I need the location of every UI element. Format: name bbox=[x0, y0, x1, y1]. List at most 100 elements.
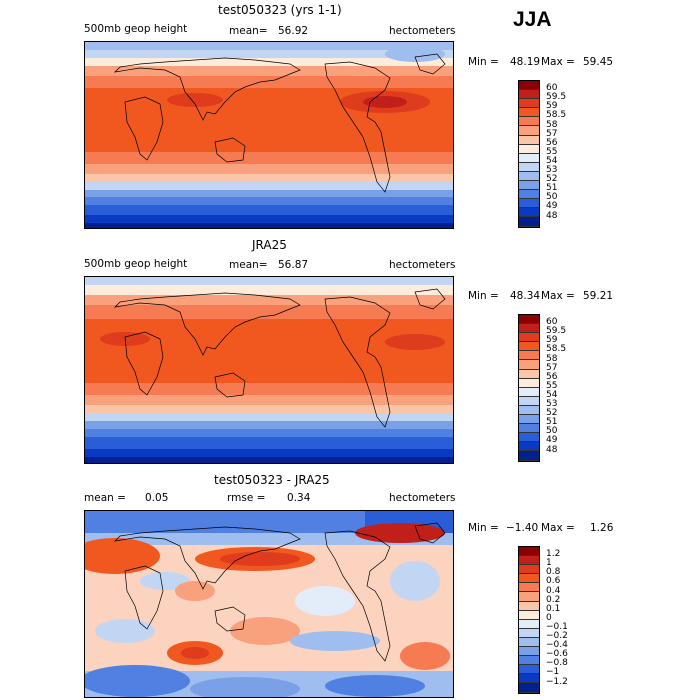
panel-1-colorbar-label: 52 bbox=[546, 174, 558, 185]
panel-1-colorbar-label: 57 bbox=[546, 128, 558, 139]
panel-1-colorbar-swatch bbox=[519, 199, 539, 209]
panel-2-colorbar-label: 52 bbox=[546, 408, 558, 419]
panel-3-colorbar-swatch bbox=[519, 619, 539, 629]
panel-3-mean-value: 0.05 bbox=[145, 492, 169, 504]
panel-3-colorbar-label: −1.2 bbox=[546, 676, 568, 687]
panel-1-colorbar-label: 55 bbox=[546, 146, 558, 157]
panel-2-colorbar-swatch bbox=[519, 315, 539, 325]
panel-3-colorbar-swatch bbox=[519, 647, 539, 657]
panel-2-colorbar-label: 58 bbox=[546, 353, 558, 364]
panel-2-colorbar-swatch bbox=[519, 324, 539, 334]
panel-1-colorbar-label: 59 bbox=[546, 101, 558, 112]
panel-2-colorbar-label: 59 bbox=[546, 335, 558, 346]
panel-3-colorbar-swatch bbox=[519, 547, 539, 557]
panel-3-colorbar-label: 0.4 bbox=[546, 585, 561, 596]
panel-1-max-label: Max = bbox=[541, 56, 575, 68]
panel-2-min-label: Min = bbox=[468, 290, 499, 302]
panel-3-colorbar-label: 1 bbox=[546, 558, 552, 569]
panel-1-colorbar-label: 50 bbox=[546, 192, 558, 203]
panel-2-colorbar-swatch bbox=[519, 415, 539, 425]
panel-3-rmse-value: 0.34 bbox=[287, 492, 311, 504]
panel-3-colorbar-swatch bbox=[519, 592, 539, 602]
panel-2-colorbar-label: 58.5 bbox=[546, 344, 567, 355]
panel-1-max-value: 59.45 bbox=[583, 56, 614, 68]
panel-2-colorbar-label: 51 bbox=[546, 417, 558, 428]
panel-1-colorbar-swatch bbox=[519, 208, 539, 218]
panel-1-colorbar-swatch bbox=[519, 144, 539, 154]
panel-3-colorbar-label: 0.1 bbox=[546, 603, 561, 614]
panel-1-colorbar-swatch bbox=[519, 217, 539, 227]
panel-1-colorbar-label: 60 bbox=[546, 83, 558, 94]
panel-2-colorbar-swatch bbox=[519, 333, 539, 343]
panel-1-colorbar-swatch bbox=[519, 117, 539, 127]
panel-3-mean-label: mean = bbox=[84, 492, 126, 504]
panel-1-map bbox=[84, 41, 454, 229]
panel-2-colorbar-label: 60 bbox=[546, 317, 558, 328]
panel-1-variable-label: 500mb geop height bbox=[84, 23, 188, 35]
panel-2-max-value: 59.21 bbox=[583, 290, 614, 302]
panel-3-colorbar-swatch bbox=[519, 637, 539, 648]
panel-1-colorbar-swatch bbox=[519, 181, 539, 191]
panel-1-colorbar-swatch bbox=[519, 126, 539, 136]
panel-1-colorbar-swatch bbox=[519, 162, 539, 172]
panel-2-map bbox=[84, 276, 454, 464]
panel-3-min-label: Min = bbox=[468, 522, 499, 534]
panel-2-colorbar-label: 56 bbox=[546, 371, 558, 382]
panel-1-mean-value: 56.92 bbox=[278, 25, 309, 37]
panel-2-colorbar-swatch bbox=[519, 378, 539, 388]
panel-2-colorbar-label: 49 bbox=[546, 435, 558, 446]
panel-3-colorbar-label: −0.1 bbox=[546, 621, 568, 632]
panel-1-colorbar-label: 54 bbox=[546, 155, 558, 166]
panel-3-colorbar bbox=[518, 546, 540, 694]
panel-3-colorbar-swatch bbox=[519, 574, 539, 584]
panel-3-colorbar-swatch bbox=[519, 628, 539, 638]
panel-1-mean-label: mean= bbox=[229, 25, 268, 37]
panel-3-colorbar-swatch bbox=[519, 683, 539, 693]
panel-3-colorbar-label: −0.8 bbox=[546, 658, 568, 669]
panel-2-mean-label: mean= bbox=[229, 259, 268, 271]
panel-1-colorbar-label: 58.5 bbox=[546, 110, 567, 121]
panel-1-colorbar-label: 53 bbox=[546, 165, 558, 175]
panel-3-min-value: −1.40 bbox=[506, 522, 539, 534]
panel-3-colorbar-swatch bbox=[519, 583, 539, 593]
panel-3-colorbar-label: 1.2 bbox=[546, 549, 561, 560]
panel-1-colorbar-label: 48 bbox=[546, 210, 558, 221]
panel-3-colorbar-label: −1 bbox=[546, 667, 560, 678]
panel-1-colorbar-label: 56 bbox=[546, 137, 558, 148]
panel-3-colorbar-swatch bbox=[519, 610, 539, 620]
panel-3-map bbox=[84, 510, 454, 698]
panel-3-colorbar-swatch bbox=[519, 556, 539, 566]
panel-2-colorbar-swatch bbox=[519, 369, 539, 379]
panel-1-colorbar-swatch bbox=[519, 81, 539, 91]
panel-2-colorbar-swatch bbox=[519, 387, 539, 397]
panel-2-colorbar-swatch bbox=[519, 396, 539, 406]
panel-3-colorbar-swatch bbox=[519, 665, 539, 675]
panel-2-colorbar-swatch bbox=[519, 442, 539, 452]
panel-2-colorbar-label: 59.5 bbox=[546, 326, 567, 337]
panel-2-mean-value: 56.87 bbox=[278, 259, 309, 271]
panel-2-colorbar-swatch bbox=[519, 433, 539, 443]
panel-3-colorbar-swatch bbox=[519, 565, 539, 575]
season-label: JJA bbox=[513, 8, 552, 31]
panel-2-colorbar-swatch bbox=[519, 351, 539, 361]
panel-1-colorbar-swatch bbox=[519, 135, 539, 145]
panel-1-units: hectometers bbox=[389, 25, 456, 37]
panel-2-colorbar-swatch bbox=[519, 424, 539, 434]
panel-2-colorbar-label: 57 bbox=[546, 362, 558, 373]
panel-2-colorbar-label: 48 bbox=[546, 444, 558, 455]
panel-1-colorbar-label: 49 bbox=[546, 201, 558, 212]
panel-1-min-label: Min = bbox=[468, 56, 499, 68]
panel-1-title: test050323 (yrs 1-1) bbox=[218, 3, 342, 17]
panel-3-colorbar-swatch bbox=[519, 656, 539, 666]
panel-2-colorbar bbox=[518, 314, 540, 462]
panel-2-min-value: 48.34 bbox=[510, 290, 541, 302]
panel-1-colorbar-swatch bbox=[519, 153, 539, 163]
panel-3-rmse-label: rmse = bbox=[227, 492, 266, 504]
panel-1-colorbar-swatch bbox=[519, 171, 539, 182]
panel-1-colorbar-swatch bbox=[519, 190, 539, 200]
panel-2-units: hectometers bbox=[389, 259, 456, 271]
panel-2-colorbar-label: 54 bbox=[546, 389, 558, 400]
panel-3-colorbar-label: 0.6 bbox=[546, 576, 561, 587]
panel-3-colorbar-label: 0 bbox=[546, 612, 552, 623]
panel-2-colorbar-swatch bbox=[519, 451, 539, 461]
